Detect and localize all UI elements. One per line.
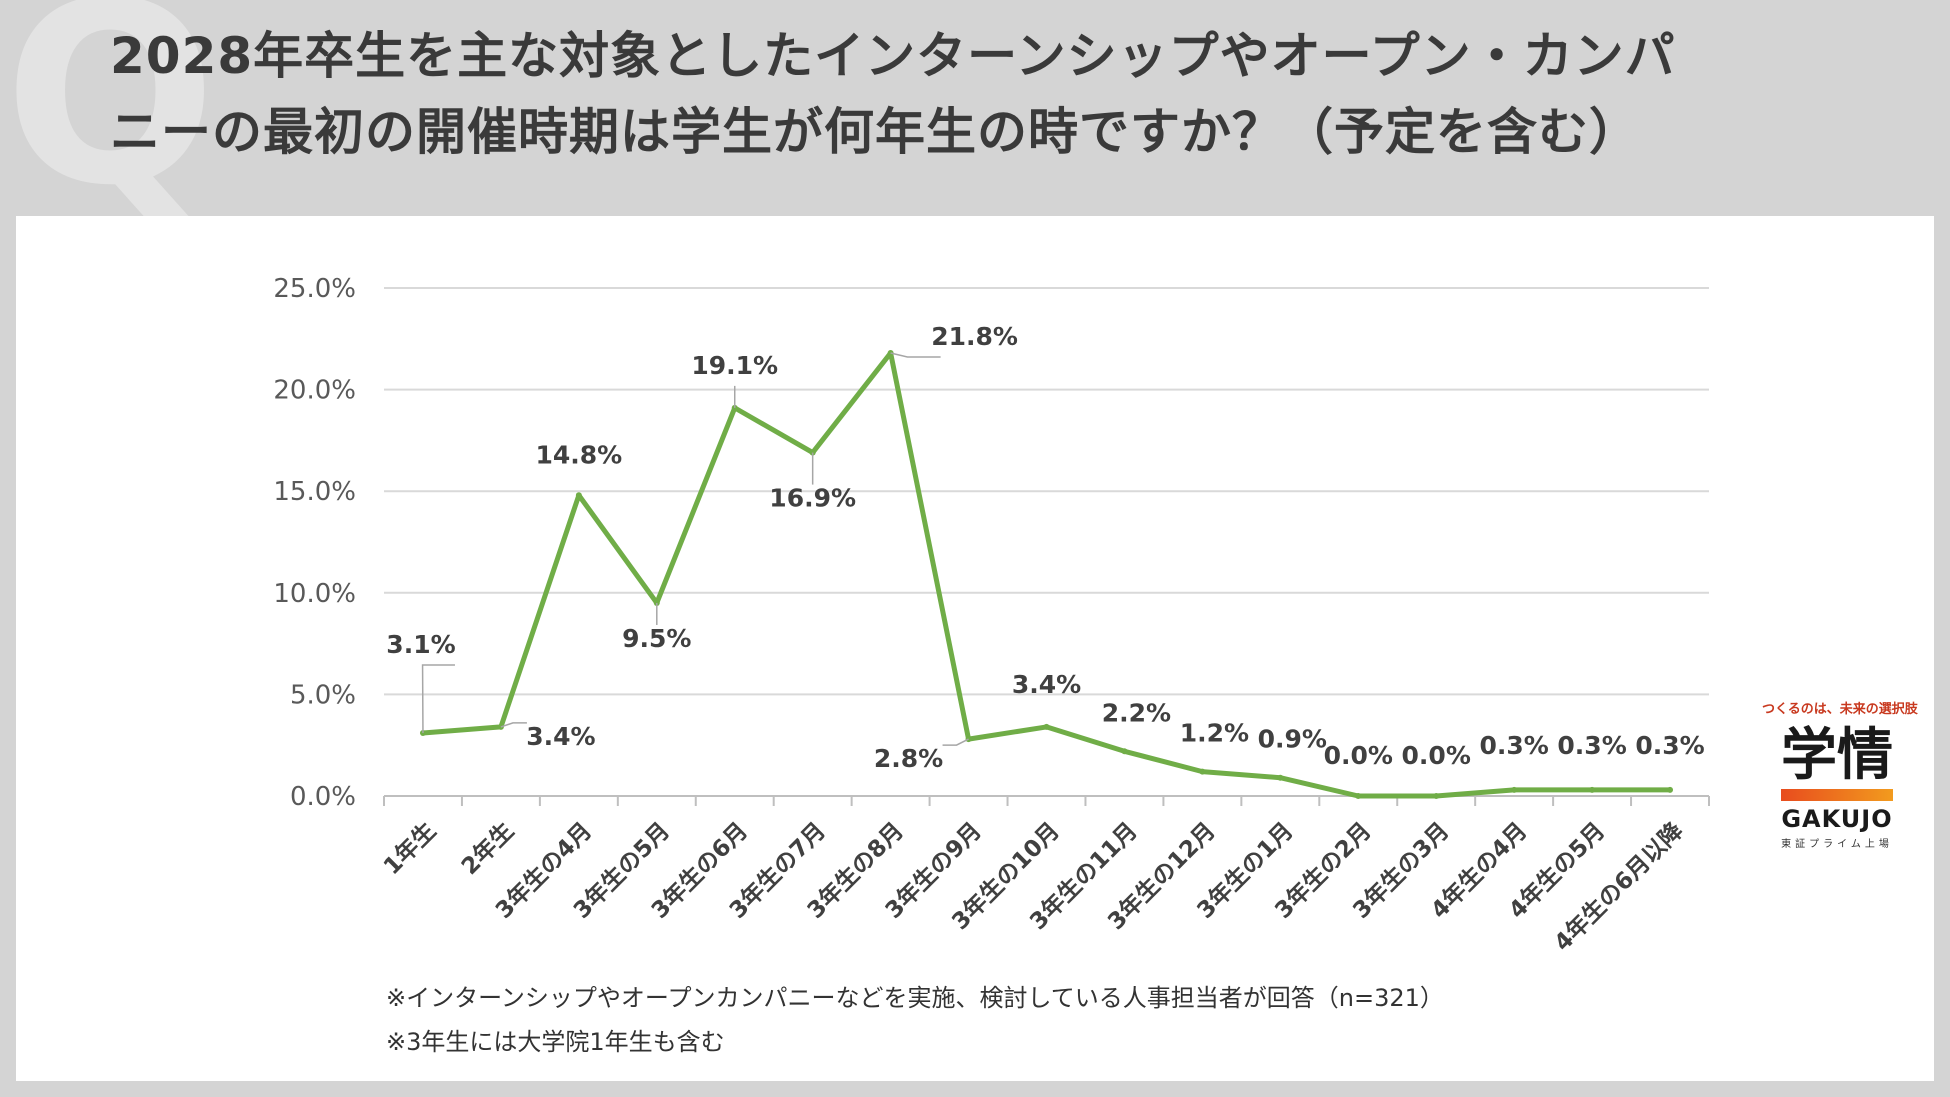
footnote-respondents: ※インターンシップやオープンカンパニーなどを実施、検討している人事担当者が回答（… [386, 984, 1444, 1012]
data-point [653, 599, 660, 606]
leader-line [890, 352, 941, 358]
data-point [1433, 793, 1440, 799]
data-label: 16.9% [769, 484, 856, 513]
data-point [1667, 786, 1674, 793]
data-point [1043, 723, 1050, 730]
y-tick-label: 15.0% [273, 477, 356, 507]
data-label: 19.1% [691, 351, 778, 380]
data-label: 0.0% [1324, 741, 1393, 770]
data-label: 14.8% [535, 440, 622, 469]
q-watermark: Q [4, 0, 217, 240]
logo-tagline: つくるのは、未来の選択肢 [1762, 702, 1918, 717]
footnote-grad-school: ※3年生には大学院1年生も含む [386, 1028, 725, 1056]
data-label: 3.1% [386, 630, 455, 659]
data-point [1199, 768, 1206, 775]
data-point [1589, 786, 1596, 793]
data-label: 3.4% [1012, 670, 1081, 699]
data-label: 3.4% [526, 722, 595, 751]
logo-roman: GAKUJO [1781, 805, 1893, 833]
data-label: 0.3% [1557, 731, 1626, 760]
data-label: 0.0% [1402, 741, 1471, 770]
page-title: 2028年卒生を主な対象としたインターンシップやオープン・カンパ ニーの最初の開… [110, 18, 1930, 170]
title-line-1: 2028年卒生を主な対象としたインターンシップやオープン・カンパ [110, 27, 1676, 85]
data-label: 1.2% [1180, 719, 1249, 748]
data-label: 0.3% [1479, 731, 1548, 760]
x-tick-label: 4年生の6月以降 [1549, 816, 1689, 956]
y-tick-label: 0.0% [290, 782, 356, 812]
data-point [809, 449, 816, 456]
data-point [1277, 774, 1284, 781]
data-point [575, 492, 582, 499]
y-tick-label: 25.0% [273, 274, 356, 304]
data-label: 2.8% [874, 744, 943, 773]
data-label: 2.2% [1102, 698, 1171, 727]
leader-line [421, 664, 455, 734]
gakujo-logo: つくるのは、未来の選択肢 学情 GAKUJO 東証プライム上場 [1762, 698, 1918, 850]
chart-card: 0.0% 5.0% 10.0% 15.0% 20.0% 25.0% 1年生 2年生 3年生の4月… [16, 216, 1934, 1081]
data-point [1355, 793, 1362, 799]
data-label: 21.8% [931, 322, 1018, 351]
logo-bar [1781, 789, 1893, 801]
data-point [887, 350, 894, 357]
x-tick-label: 1年生 [378, 817, 441, 880]
line-chart: 0.0%5.0%10.0%15.0%20.0%25.0%1年生 2年生3年生の4月… [273, 274, 1710, 956]
y-tick-label: 20.0% [273, 376, 356, 406]
leader-line [500, 722, 527, 728]
data-label: 0.9% [1258, 725, 1327, 754]
x-tick-label: 2年生 [456, 817, 519, 880]
leader-line [942, 738, 969, 746]
logo-listed: 東証プライム上場 [1781, 839, 1893, 850]
data-point [1121, 748, 1128, 755]
footnotes: ※インターンシップやオープンカンパニーなどを実施、検討している人事担当者が回答（… [386, 976, 1444, 1064]
data-point [1511, 786, 1518, 793]
y-tick-label: 10.0% [273, 579, 356, 609]
data-label: 9.5% [622, 624, 691, 653]
data-label: 0.3% [1635, 731, 1704, 760]
logo-kanji: 学情 [1781, 722, 1893, 788]
title-line-2: ニーの最初の開催時期は学生が何年生の時ですか？（予定を含む） [110, 103, 1640, 161]
y-tick-label: 5.0% [290, 680, 356, 710]
